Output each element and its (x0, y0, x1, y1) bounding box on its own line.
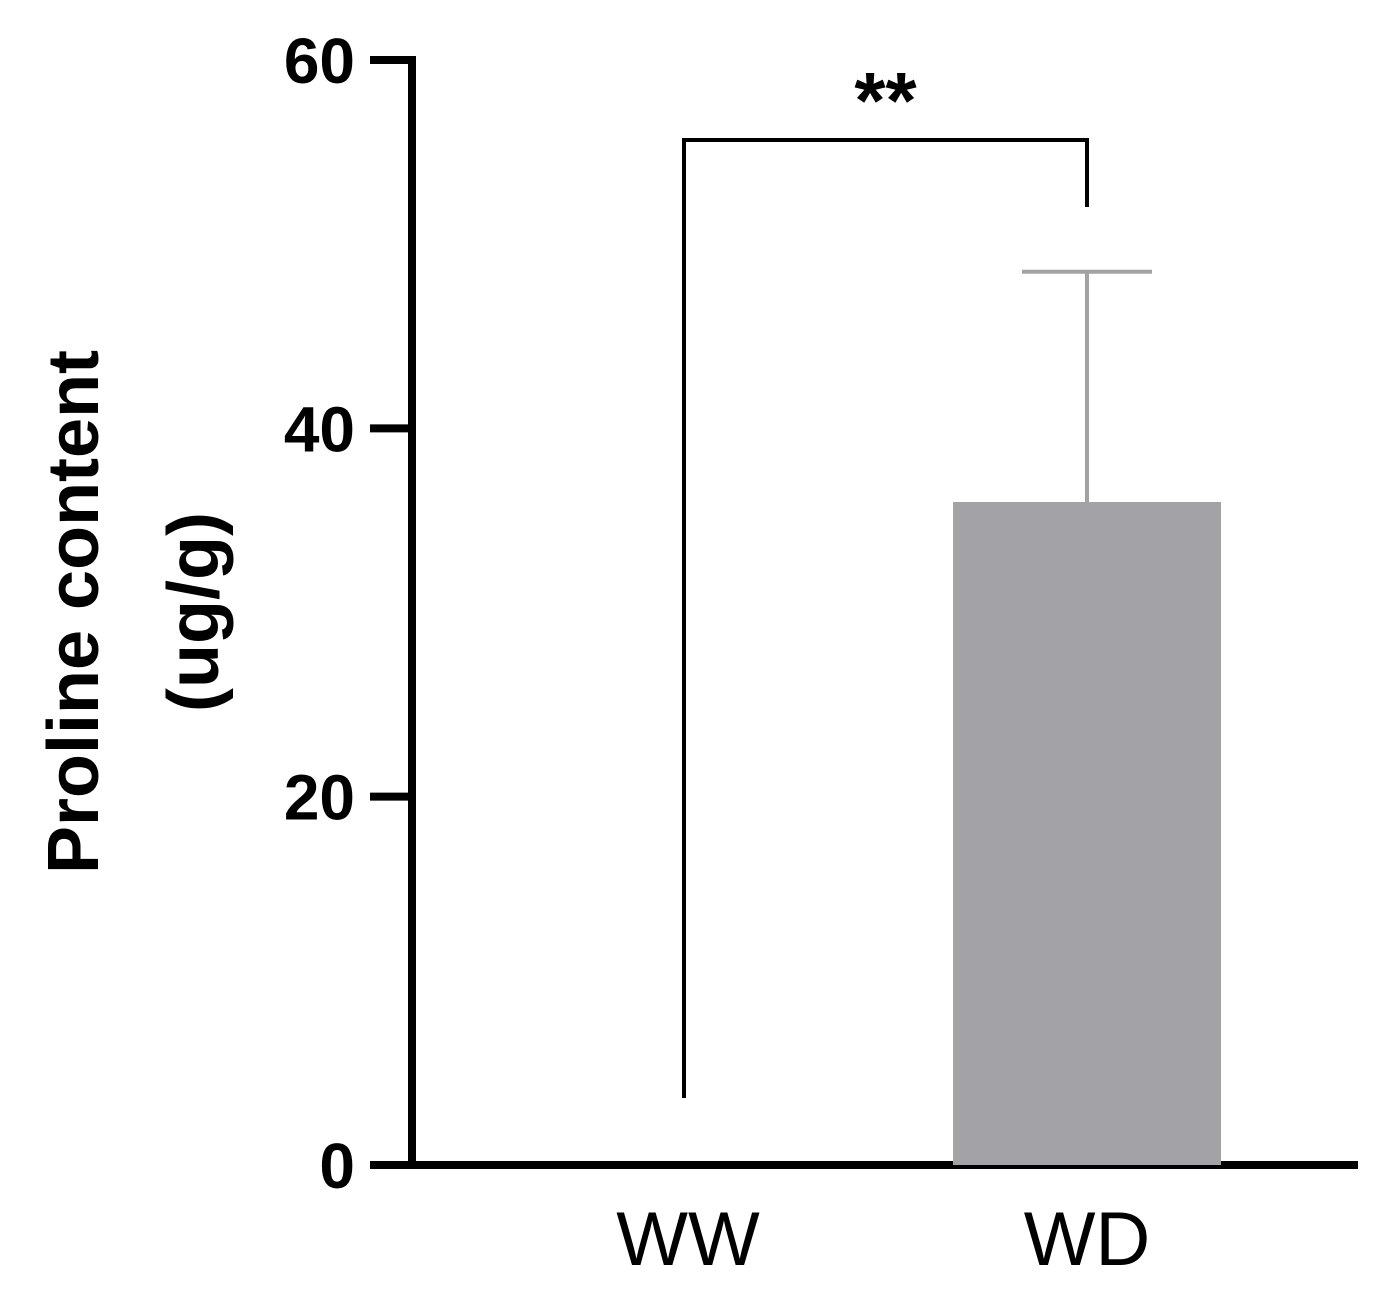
axes: 0 20 40 60 WW WD (284, 25, 1358, 1282)
significance-bracket-line (682, 138, 1089, 1098)
bar (953, 502, 1221, 1165)
y-tick-label: 40 (284, 393, 355, 465)
y-tick-label: 60 (284, 25, 355, 97)
y-axis-title-line1: Proline content (34, 350, 114, 874)
y-axis-title: Proline content (ug/g) (34, 350, 234, 874)
significance-label: ** (854, 56, 917, 145)
significance-bracket: ** (682, 56, 1089, 1098)
y-tick-label: 20 (284, 762, 355, 834)
y-tick-label: 0 (319, 1130, 355, 1202)
x-tick-label: WD (1024, 1197, 1151, 1282)
error-bars (1022, 269, 1152, 502)
y-axis-title-line2: (ug/g) (154, 512, 234, 712)
x-tick-label: WW (616, 1197, 760, 1282)
bars (953, 502, 1221, 1165)
